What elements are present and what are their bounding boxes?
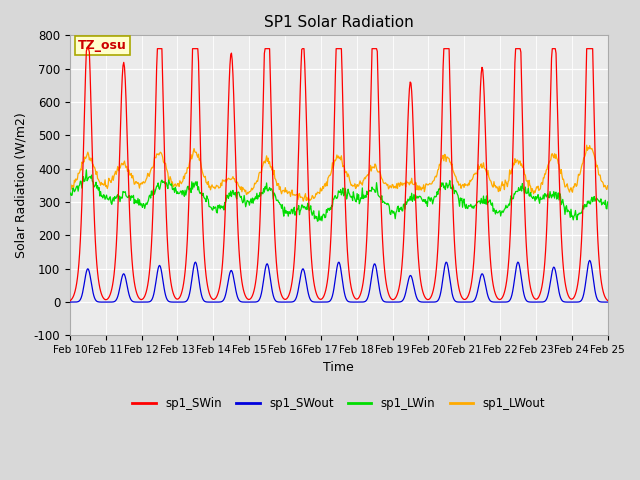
- Line: sp1_SWin: sp1_SWin: [70, 48, 607, 301]
- sp1_LWin: [66, 192, 74, 198]
- sp1_LWin: [76, 182, 83, 188]
- sp1_LWout: [186, 159, 193, 165]
- sp1_SWin: [132, 287, 140, 292]
- sp1_SWout: [131, 299, 139, 305]
- sp1_LWout: [66, 188, 74, 193]
- Y-axis label: Solar Radiation (W/m2): Solar Radiation (W/m2): [15, 112, 28, 258]
- sp1_LWin: [421, 197, 429, 203]
- sp1_SWout: [186, 291, 193, 297]
- sp1_SWout: [66, 299, 74, 305]
- sp1_LWin: [604, 199, 611, 205]
- sp1_SWin: [66, 298, 74, 304]
- sp1_LWin: [406, 197, 413, 203]
- sp1_SWout: [420, 299, 428, 305]
- sp1_LWin: [314, 218, 321, 224]
- sp1_SWin: [405, 99, 413, 105]
- sp1_LWout: [300, 198, 307, 204]
- Title: SP1 Solar Radiation: SP1 Solar Radiation: [264, 15, 413, 30]
- sp1_LWin: [132, 200, 140, 205]
- Text: TZ_osu: TZ_osu: [78, 39, 127, 52]
- Line: sp1_LWin: sp1_LWin: [70, 170, 607, 221]
- sp1_LWin: [83, 167, 90, 173]
- sp1_SWin: [186, 144, 194, 150]
- sp1_LWout: [604, 183, 611, 189]
- sp1_LWout: [583, 143, 591, 148]
- Line: sp1_SWout: sp1_SWout: [70, 261, 607, 302]
- sp1_LWout: [131, 181, 139, 187]
- sp1_SWin: [83, 46, 91, 51]
- sp1_SWin: [420, 293, 428, 299]
- sp1_LWin: [186, 185, 194, 191]
- Line: sp1_LWout: sp1_LWout: [70, 145, 607, 201]
- sp1_SWout: [76, 298, 83, 303]
- sp1_SWout: [604, 299, 611, 305]
- sp1_SWout: [586, 258, 593, 264]
- sp1_LWout: [214, 183, 222, 189]
- sp1_SWin: [215, 288, 223, 294]
- sp1_LWout: [405, 180, 413, 186]
- sp1_LWout: [420, 189, 428, 194]
- sp1_SWout: [214, 299, 222, 305]
- X-axis label: Time: Time: [323, 360, 354, 374]
- sp1_SWout: [404, 279, 412, 285]
- sp1_LWout: [76, 169, 83, 175]
- sp1_LWin: [215, 205, 223, 211]
- sp1_SWin: [604, 298, 611, 303]
- Legend: sp1_SWin, sp1_SWout, sp1_LWin, sp1_LWout: sp1_SWin, sp1_SWout, sp1_LWin, sp1_LWout: [127, 392, 550, 415]
- sp1_SWin: [76, 250, 83, 256]
